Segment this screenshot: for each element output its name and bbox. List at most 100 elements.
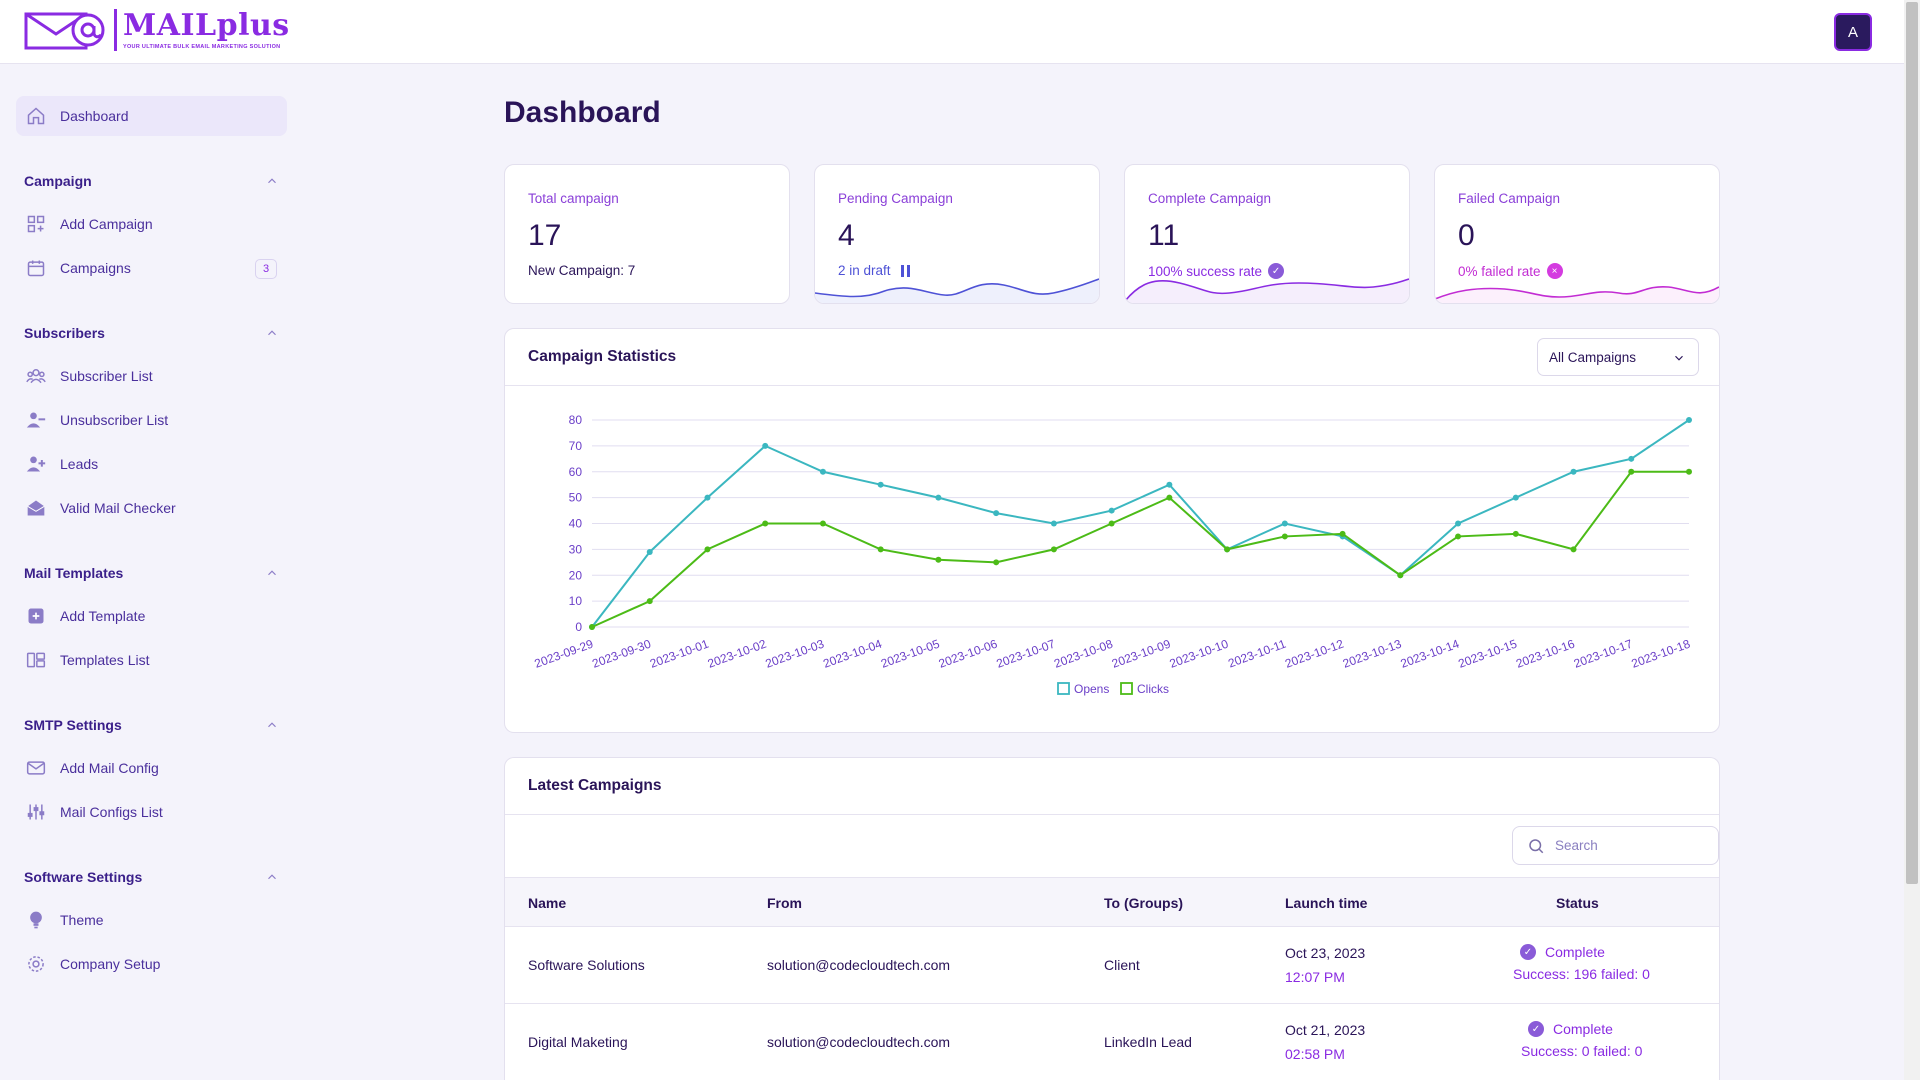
data-point-opens: [646, 548, 653, 555]
data-point-clicks: [1455, 533, 1462, 540]
campaign-filter-select[interactable]: All Campaigns: [1537, 338, 1699, 376]
brand-tagline: YOUR ULTIMATE BULK EMAIL MARKETING SOLUT…: [123, 44, 281, 50]
column-header-launch-time[interactable]: Launch time: [1285, 895, 1368, 911]
data-point-clicks: [1281, 533, 1288, 540]
top-bar: MAILplus YOUR ULTIMATE BULK EMAIL MARKET…: [0, 0, 1904, 64]
users-icon: [25, 365, 47, 387]
data-point-opens: [1686, 417, 1692, 423]
sidebar-section-smtp-settings[interactable]: SMTP Settings: [24, 713, 279, 737]
x-tick-label: 2023-09-30: [590, 637, 653, 671]
x-tick-label: 2023-10-02: [706, 637, 769, 671]
series-line-clicks: [591, 470, 1689, 628]
stat-label: Complete Campaign: [1148, 191, 1272, 206]
data-point-clicks: [1166, 494, 1173, 501]
brand-logo[interactable]: MAILplus YOUR ULTIMATE BULK EMAIL MARKET…: [24, 8, 290, 52]
column-header-to[interactable]: To (Groups): [1104, 895, 1184, 911]
sliders-icon: [25, 801, 47, 823]
chevron-down-icon: [1675, 355, 1683, 361]
data-point-opens: [1166, 481, 1173, 488]
sidebar-item-unsubscriber-list[interactable]: Unsubscriber List: [16, 400, 287, 440]
data-point-opens: [704, 494, 711, 501]
column-header-from[interactable]: From: [767, 895, 802, 911]
sidebar-section-software-settings[interactable]: Software Settings: [24, 865, 279, 889]
x-tick-label: 2023-10-05: [879, 637, 942, 671]
sidebar-section-campaign[interactable]: Campaign: [24, 169, 279, 193]
data-point-opens: [935, 494, 942, 501]
latest-campaigns-card: Latest Campaigns Name From To (Groups) L…: [504, 757, 1720, 1080]
cell-launch-date: Oct 21, 2023: [1285, 1022, 1366, 1038]
sidebar-item-label: Leads: [60, 456, 99, 472]
sidebar-section-subscribers[interactable]: Subscribers: [24, 321, 279, 345]
home-icon: [25, 105, 47, 127]
sidebar-item-dashboard[interactable]: Dashboard: [16, 96, 287, 136]
y-tick-label: 0: [575, 620, 582, 634]
data-point-opens: [1050, 520, 1057, 527]
sidebar-item-label: Dashboard: [60, 108, 129, 124]
column-header-name[interactable]: Name: [528, 895, 567, 911]
column-header-status[interactable]: Status: [1556, 895, 1599, 911]
card-title: Campaign Statistics: [528, 348, 677, 365]
sidebar-item-leads[interactable]: Leads: [16, 444, 287, 484]
data-point-clicks: [1570, 546, 1577, 553]
stat-subtext: 2 in draft: [838, 263, 910, 278]
sidebar-item-company-setup[interactable]: Company Setup: [16, 944, 287, 984]
chevron-up-icon: [268, 178, 276, 184]
brand-name: MAILplus: [123, 8, 290, 43]
cell-status: ✓ Complete Success: 0 failed: 0: [1521, 1021, 1642, 1059]
chevron-up-icon: [268, 874, 276, 880]
cell-from: solution@codecloudtech.com: [767, 957, 951, 973]
sidebar-item-mail-configs-list[interactable]: Mail Configs List: [16, 792, 287, 832]
sidebar-item-templates-list[interactable]: Templates List: [16, 640, 287, 680]
stat-label: Pending Campaign: [838, 191, 953, 206]
y-tick-label: 10: [569, 594, 583, 608]
sidebar-item-add-mail-config[interactable]: Add Mail Config: [16, 748, 287, 788]
search-input[interactable]: [1555, 838, 1705, 853]
data-point-opens: [762, 442, 769, 449]
stat-value: 17: [528, 219, 562, 252]
chevron-up-icon: [268, 570, 276, 576]
envelope-at-icon: [24, 12, 105, 50]
check-circle-icon: ✓: [1268, 263, 1285, 279]
data-point-clicks: [1628, 468, 1635, 475]
stat-card-total: Total campaign 17 New Campaign: 7: [504, 164, 790, 304]
sparkline-wave: [1125, 278, 1409, 303]
stat-subtext-label: 2 in draft: [838, 263, 891, 278]
x-tick-label: 2023-10-03: [763, 637, 826, 671]
x-tick-label: 2023-10-17: [1572, 637, 1635, 671]
search-icon: [1529, 838, 1544, 853]
x-tick-label: 2023-10-15: [1456, 637, 1519, 671]
table-row[interactable]: Software Solutions solution@codecloudtec…: [505, 927, 1719, 1004]
divider: [505, 385, 1719, 386]
x-tick-label: 2023-10-16: [1514, 637, 1577, 671]
sparkline-wave: [1435, 286, 1719, 303]
line-chart: 010203040506070802023-09-292023-09-30202…: [533, 413, 1693, 696]
sidebar-item-theme[interactable]: Theme: [16, 900, 287, 940]
cell-name: Software Solutions: [528, 957, 645, 973]
x-tick-label: 2023-10-14: [1399, 637, 1462, 671]
table-row[interactable]: Digital Maketing solution@codecloudtech.…: [505, 1004, 1719, 1080]
sidebar-item-valid-mail-checker[interactable]: Valid Mail Checker: [16, 488, 287, 528]
data-point-opens: [1570, 468, 1577, 475]
sidebar-section-mail-templates[interactable]: Mail Templates: [24, 561, 279, 585]
sidebar-item-label: Unsubscriber List: [60, 412, 169, 428]
sidebar-item-subscriber-list[interactable]: Subscriber List: [16, 356, 287, 396]
section-title: SMTP Settings: [24, 717, 122, 733]
sidebar-item-label: Valid Mail Checker: [60, 500, 176, 516]
x-tick-label: 2023-09-29: [533, 637, 596, 671]
stat-card-complete: Complete Campaign 11 100% success rate ✓: [1124, 164, 1410, 304]
user-avatar[interactable]: A: [1834, 13, 1872, 51]
scrollbar-thumb[interactable]: [1906, 2, 1918, 884]
status-detail: Success: 0 failed: 0: [1521, 1043, 1643, 1059]
sidebar-item-add-template[interactable]: Add Template: [16, 596, 287, 636]
campaigns-count-badge: 3: [255, 259, 277, 279]
stat-subtext-label: 0% failed rate: [1458, 263, 1541, 279]
data-point-clicks: [1108, 520, 1115, 527]
section-title: Software Settings: [24, 869, 143, 885]
search-field[interactable]: [1512, 826, 1719, 865]
sidebar-item-label: Add Campaign: [60, 216, 153, 232]
sidebar-item-campaigns[interactable]: Campaigns 3: [16, 248, 287, 288]
cell-launch-time: 02:58 PM: [1285, 1046, 1345, 1062]
x-tick-label: 2023-10-12: [1283, 637, 1346, 671]
data-point-opens: [1455, 520, 1462, 527]
sidebar-item-add-campaign[interactable]: Add Campaign: [16, 204, 287, 244]
